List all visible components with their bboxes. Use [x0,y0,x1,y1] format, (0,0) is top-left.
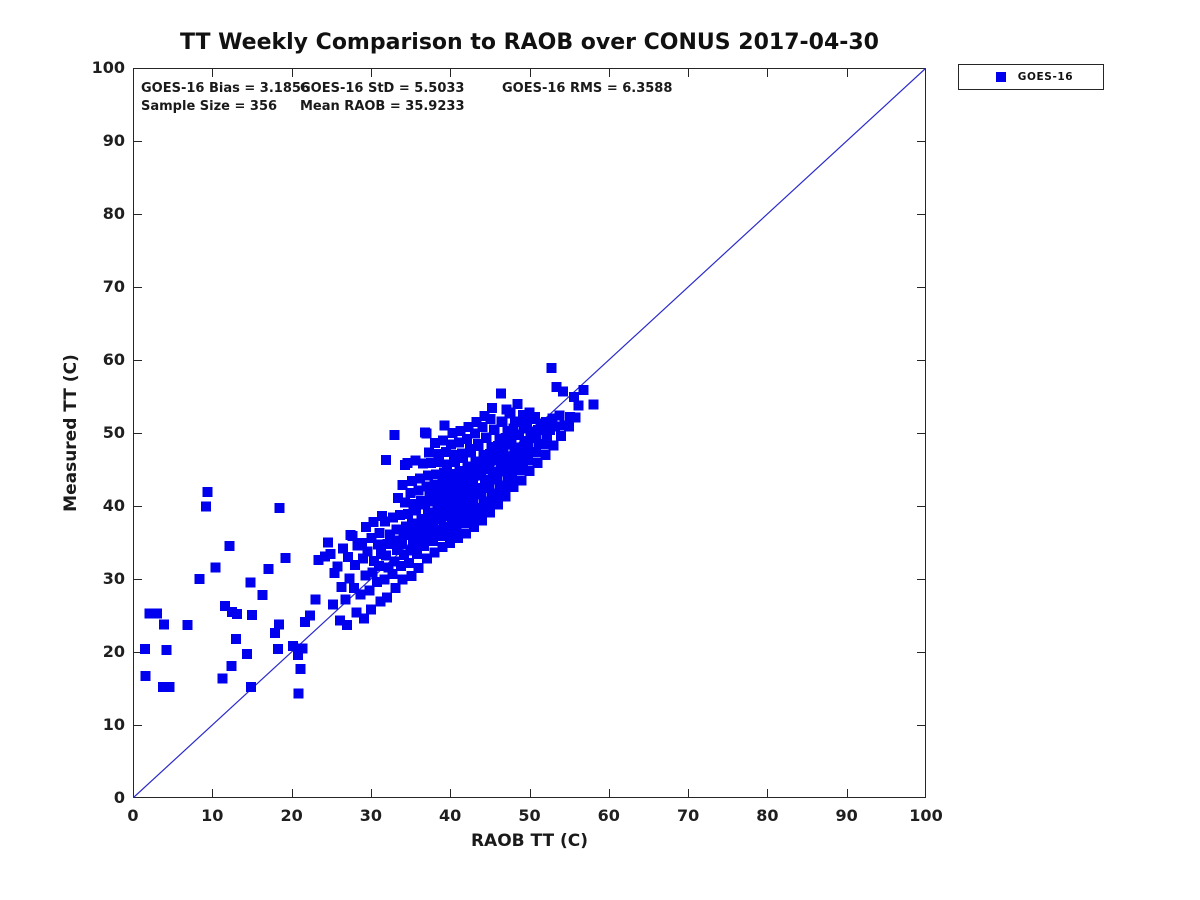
y-tick-label: 50 [102,423,125,442]
x-tick-label: 50 [518,806,541,825]
x-tick-label: 30 [359,806,383,825]
stat-mean-raob: Mean RAOB = 35.9233 [300,99,465,114]
x-tick-label: 0 [127,806,139,825]
plot-area [133,68,926,798]
y-tick-label: 10 [102,715,125,734]
legend-square-marker-icon [996,72,1006,82]
stat-sample-size: Sample Size = 356 [141,99,278,114]
x-tick-label: 100 [909,806,943,825]
y-tick-label: 80 [102,204,125,223]
y-tick-label: 40 [102,496,125,515]
x-tick-label: 60 [597,806,620,825]
y-tick-label: 70 [102,277,125,296]
y-tick-label: 60 [102,350,125,369]
chart-title: TT Weekly Comparison to RAOB over CONUS … [180,30,879,55]
stat-std: GOES-16 StD = 5.5033 [300,81,465,96]
legend-label: GOES-16 [1017,71,1074,83]
stat-bias: GOES-16 Bias = 3.1856 [141,81,310,96]
x-tick-label: 70 [676,806,700,825]
y-tick-label: 20 [102,642,125,661]
stat-rms: GOES-16 RMS = 6.3588 [502,81,673,96]
x-tick-label: 40 [439,806,462,825]
x-tick-label: 80 [756,806,779,825]
x-tick-label: 20 [280,806,303,825]
y-axis-label: Measured TT (C) [61,354,81,512]
y-tick-label: 0 [113,788,125,807]
y-tick-label: 100 [91,58,125,77]
x-tick-label: 10 [201,806,224,825]
x-tick-label: 90 [835,806,858,825]
y-tick-label: 90 [102,131,125,150]
y-tick-label: 30 [102,569,125,588]
legend-box: GOES-16 [958,64,1104,90]
x-axis-label: RAOB TT (C) [470,831,589,851]
scatter-plot [133,68,926,798]
